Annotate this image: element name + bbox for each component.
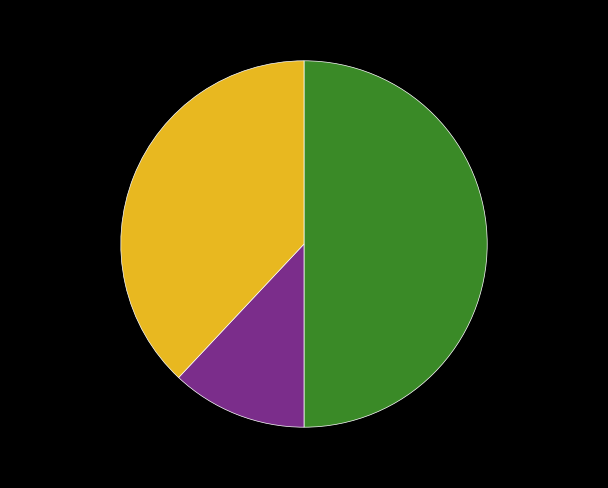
Wedge shape <box>121 61 304 378</box>
Wedge shape <box>304 61 487 427</box>
Wedge shape <box>179 244 304 427</box>
